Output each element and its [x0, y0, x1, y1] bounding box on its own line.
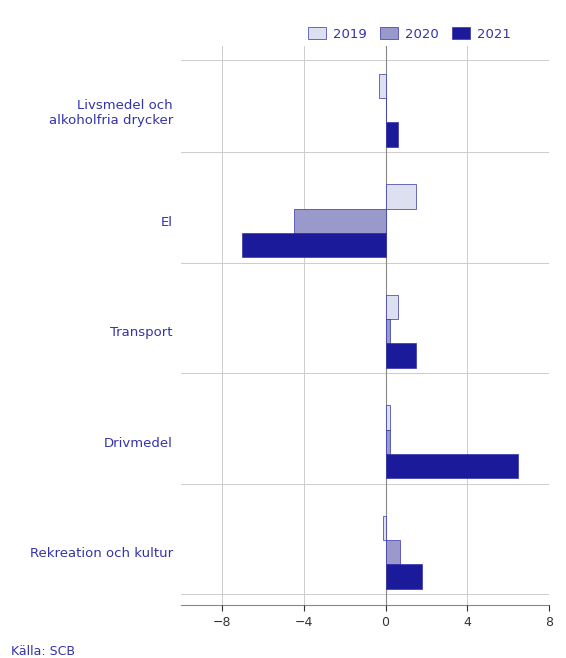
Bar: [385, 430, 389, 454]
Bar: [385, 122, 398, 147]
Bar: [385, 540, 400, 565]
Bar: [294, 209, 385, 233]
Bar: [385, 295, 398, 319]
Legend: 2019, 2020, 2021: 2019, 2020, 2021: [302, 22, 516, 46]
Bar: [384, 516, 385, 540]
Bar: [385, 454, 518, 478]
Bar: [385, 343, 416, 368]
Bar: [385, 565, 422, 589]
Bar: [242, 233, 385, 257]
Text: Källa: SCB: Källa: SCB: [11, 645, 75, 658]
Bar: [385, 184, 416, 209]
Bar: [385, 319, 389, 343]
Bar: [379, 74, 385, 98]
Bar: [385, 405, 389, 430]
